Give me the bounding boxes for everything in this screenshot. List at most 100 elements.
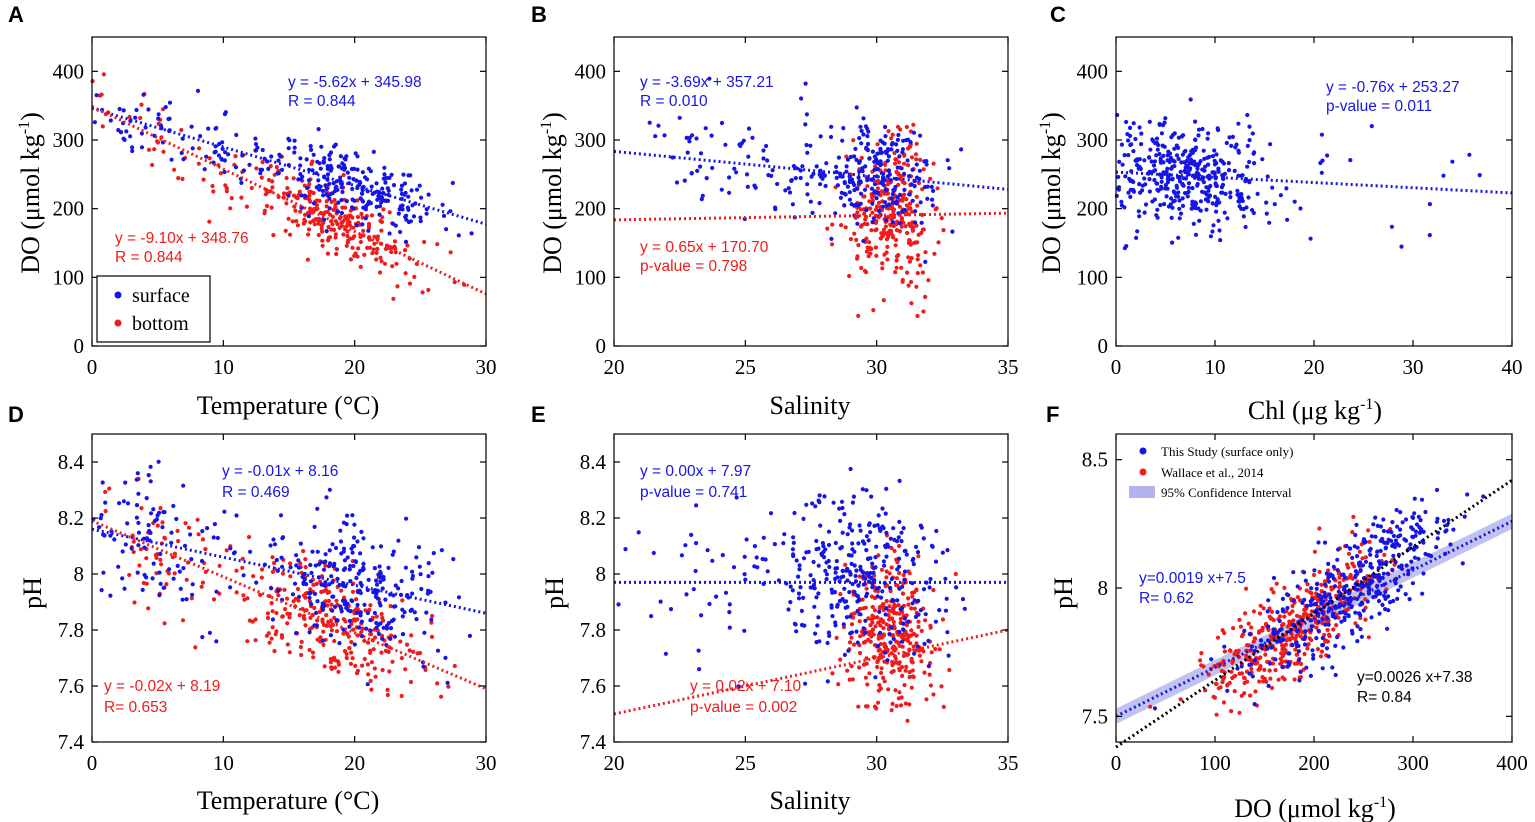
data-point [418, 572, 423, 577]
data-point [1203, 164, 1208, 169]
data-point [884, 575, 889, 580]
data-point [154, 517, 159, 522]
data-point [429, 634, 435, 640]
data-point [342, 163, 347, 168]
data-point [350, 215, 355, 220]
data-point [872, 189, 877, 194]
data-point [359, 634, 365, 639]
data-point [1277, 618, 1282, 624]
data-point [892, 625, 897, 631]
data-point [1363, 559, 1369, 564]
data-point [885, 542, 890, 547]
data-point [1355, 639, 1360, 644]
data-point [694, 136, 699, 141]
data-point [1371, 522, 1376, 527]
data-point [333, 232, 338, 237]
data-point [406, 219, 411, 225]
data-point [266, 166, 271, 171]
x-tick-label: 300 [1397, 751, 1429, 775]
data-point [362, 638, 367, 643]
data-point [445, 680, 450, 686]
data-point [299, 177, 304, 182]
data-point [167, 567, 172, 572]
data-point [419, 195, 424, 200]
data-point [327, 206, 332, 211]
y-tick-label: 0 [1098, 334, 1109, 358]
data-point [1204, 185, 1209, 190]
data-point [1201, 180, 1206, 185]
data-point [727, 610, 732, 615]
data-point [900, 591, 906, 596]
legend-marker-bottom [114, 319, 122, 327]
data-point [897, 543, 902, 549]
stat-bottom-d: R= 0.653 [104, 699, 167, 716]
data-point [844, 154, 849, 159]
data-point [116, 128, 121, 133]
data-point [398, 229, 403, 235]
equation-bottom-a: y = -9.10x + 348.76 [115, 230, 249, 247]
data-point [837, 506, 842, 511]
data-point [1217, 200, 1222, 205]
data-point [1206, 131, 1211, 136]
data-point [1335, 568, 1340, 573]
data-point [1154, 213, 1159, 218]
y-tick-label: 7.6 [580, 674, 606, 698]
x-axis-label-a: Temperature (°C) [197, 391, 380, 420]
data-point [318, 166, 323, 171]
data-point [1359, 634, 1364, 639]
data-point [323, 599, 328, 604]
data-point [1363, 555, 1368, 560]
data-point [102, 533, 107, 538]
data-point [1281, 652, 1286, 657]
data-point [1126, 190, 1131, 195]
data-point [914, 141, 919, 146]
data-point [861, 132, 866, 137]
data-point [876, 688, 882, 693]
data-point [889, 565, 894, 570]
data-point [379, 195, 384, 200]
data-point [874, 196, 879, 201]
data-point [889, 196, 894, 201]
data-point [1258, 638, 1264, 643]
data-point [158, 551, 163, 557]
data-point [682, 178, 687, 183]
data-point [1122, 153, 1127, 158]
data-point [299, 652, 304, 658]
data-point [914, 633, 919, 638]
data-point [365, 640, 371, 645]
data-point [270, 625, 275, 630]
data-point [1410, 581, 1415, 586]
data-point [1366, 635, 1371, 640]
data-point [700, 193, 705, 198]
data-point [264, 203, 270, 209]
data-point [1213, 194, 1218, 199]
data-point [216, 153, 221, 158]
data-point [228, 585, 233, 590]
data-point [415, 651, 420, 656]
data-point [315, 618, 320, 623]
data-point [223, 110, 228, 115]
data-point [403, 239, 409, 244]
data-point [908, 641, 913, 646]
data-point [200, 580, 205, 585]
data-point [366, 672, 371, 677]
y-tick-label: 8.4 [580, 450, 607, 474]
legend-marker-surface [114, 291, 122, 299]
data-point [1350, 555, 1355, 561]
data-point [1340, 572, 1345, 577]
data-point [864, 236, 869, 241]
data-point [1177, 198, 1182, 203]
data-point [330, 222, 335, 227]
data-point [357, 182, 362, 187]
data-point [295, 223, 300, 228]
data-point [697, 667, 702, 672]
data-point [1265, 174, 1270, 179]
data-point [742, 572, 747, 577]
data-point [1208, 183, 1213, 189]
data-point [344, 651, 349, 657]
data-point [1304, 665, 1309, 670]
data-point [175, 528, 180, 534]
data-point [1172, 146, 1177, 151]
data-point [298, 163, 303, 168]
data-point [848, 237, 854, 242]
